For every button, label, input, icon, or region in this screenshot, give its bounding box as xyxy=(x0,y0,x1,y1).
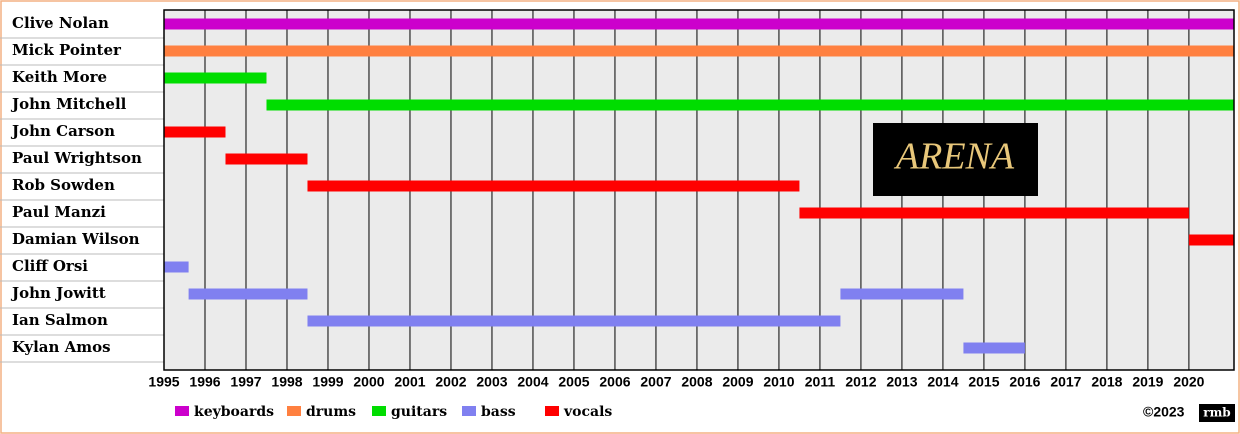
legend-label: drums xyxy=(306,404,356,420)
member-label: Rob Sowden xyxy=(12,176,115,194)
member-label: John Carson xyxy=(10,122,115,140)
member-label: Paul Wrightson xyxy=(12,149,142,167)
bar xyxy=(164,72,267,84)
x-tick-label: 2007 xyxy=(640,374,671,390)
x-tick-label: 2017 xyxy=(1050,374,1081,390)
legend-label: bass xyxy=(481,404,516,420)
member-label: Clive Nolan xyxy=(12,14,109,32)
bar xyxy=(307,180,800,192)
x-tick-label: 1998 xyxy=(271,374,302,390)
x-tick-label: 2004 xyxy=(517,374,548,390)
legend-swatch xyxy=(462,406,476,416)
x-tick-label: 2016 xyxy=(1009,374,1040,390)
copyright: ©2023 xyxy=(1143,404,1185,420)
signature-box xyxy=(1199,404,1235,422)
member-label: John Jowitt xyxy=(10,284,106,302)
member-label: Damian Wilson xyxy=(12,230,140,248)
bar xyxy=(188,288,308,300)
legend-swatch xyxy=(287,406,301,416)
legend-swatch xyxy=(545,406,559,416)
member-label: Paul Manzi xyxy=(12,203,106,221)
logo-box xyxy=(873,123,1038,196)
x-tick-label: 2010 xyxy=(763,374,794,390)
bar xyxy=(307,315,841,327)
x-tick-label: 1996 xyxy=(189,374,220,390)
bar xyxy=(164,45,1234,57)
x-tick-label: 2006 xyxy=(599,374,630,390)
legend-swatch xyxy=(372,406,386,416)
member-label: John Mitchell xyxy=(10,95,127,113)
legend-label: vocals xyxy=(563,404,612,420)
x-tick-label: 2003 xyxy=(476,374,507,390)
member-label: Kylan Amos xyxy=(12,338,111,356)
x-tick-label: 2000 xyxy=(353,374,384,390)
x-tick-label: 1999 xyxy=(312,374,343,390)
bar xyxy=(840,288,964,300)
logo: ARENA xyxy=(893,136,1015,178)
legend-label: guitars xyxy=(391,404,447,420)
x-tick-label: 2013 xyxy=(886,374,917,390)
x-tick-label: 2019 xyxy=(1132,374,1163,390)
bar xyxy=(164,18,1234,30)
bar xyxy=(225,153,308,165)
x-tick-label: 1995 xyxy=(148,374,179,390)
bar xyxy=(164,261,189,273)
x-tick-label: 2015 xyxy=(968,374,999,390)
x-tick-label: 2014 xyxy=(927,374,958,390)
x-tick-label: 2005 xyxy=(558,374,589,390)
signature: rmb xyxy=(1203,406,1230,420)
bar xyxy=(164,126,226,138)
x-tick-label: 2008 xyxy=(681,374,712,390)
member-label: Mick Pointer xyxy=(12,41,122,59)
bar xyxy=(799,207,1189,219)
x-tick-label: 2020 xyxy=(1173,374,1204,390)
x-tick-label: 2012 xyxy=(845,374,876,390)
member-label: Ian Salmon xyxy=(12,311,108,329)
x-tick-label: 2002 xyxy=(435,374,466,390)
legend-swatch xyxy=(175,406,189,416)
x-tick-label: 2011 xyxy=(805,374,836,390)
bar xyxy=(1188,234,1234,246)
member-label: Cliff Orsi xyxy=(12,257,88,275)
x-tick-label: 1997 xyxy=(230,374,261,390)
legend-label: keyboards xyxy=(194,404,274,420)
member-label: Keith More xyxy=(12,68,107,86)
plot-border xyxy=(163,9,1235,371)
x-tick-label: 2009 xyxy=(722,374,753,390)
x-tick-label: 2018 xyxy=(1091,374,1122,390)
bar xyxy=(963,342,1025,354)
bar xyxy=(266,99,1234,111)
x-tick-label: 2001 xyxy=(394,374,425,390)
